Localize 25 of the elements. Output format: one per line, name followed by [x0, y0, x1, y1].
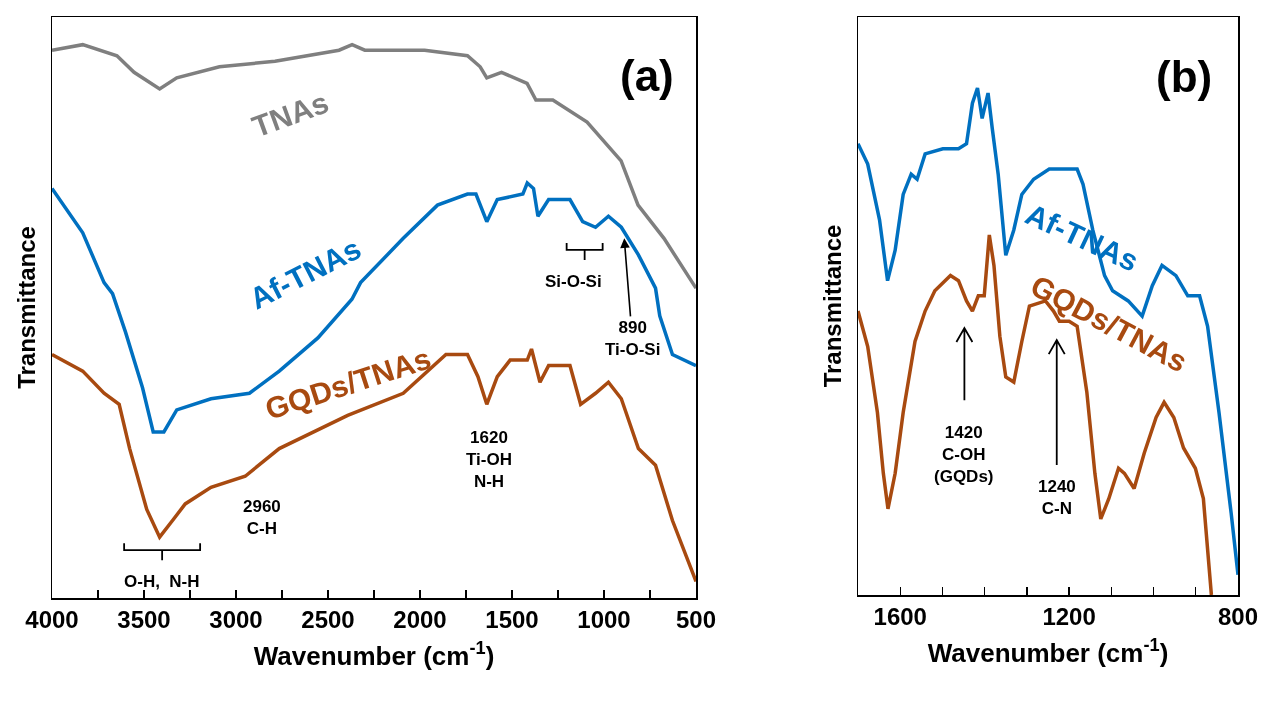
- annotation: (b): [1156, 52, 1213, 101]
- x-tick-label: 4000: [25, 606, 79, 634]
- annotation: (a): [620, 51, 674, 100]
- x-tick-label: 1200: [1042, 603, 1096, 631]
- annotation: 890 Ti-O-Si: [605, 318, 661, 360]
- annotation: Si-O-Si: [545, 272, 602, 291]
- x-tick-label: 1000: [577, 606, 631, 634]
- x-tick-label: 1600: [873, 603, 927, 631]
- y-axis-title: Transmittance: [12, 226, 40, 389]
- annotation: 1420 C-OH (GQDs): [934, 423, 994, 487]
- x-tick-label: 500: [675, 606, 717, 634]
- x-tick-label: 800: [1217, 603, 1259, 631]
- x-axis-title: Wavenumber (cm$^{-1}$): [927, 634, 1169, 668]
- annotation: 2960 C-H: [243, 497, 281, 539]
- x-tick-label: 2500: [301, 606, 355, 634]
- text: TNAs: [247, 85, 333, 144]
- x-tick-label: 3500: [117, 606, 171, 634]
- annotation: 1620 Ti-OH N-H: [466, 428, 512, 492]
- annotation: O-H, N-H: [124, 572, 200, 591]
- x-tick-label: 2000: [393, 606, 447, 634]
- x-axis-title: Wavenumber (cm$^{-1}$): [253, 637, 495, 671]
- x-tick-label: 1500: [485, 606, 539, 634]
- annotation: 1240 C-N: [1038, 477, 1076, 519]
- x-tick-label: 3000: [209, 606, 263, 634]
- y-axis-title: Transmittance: [818, 224, 846, 388]
